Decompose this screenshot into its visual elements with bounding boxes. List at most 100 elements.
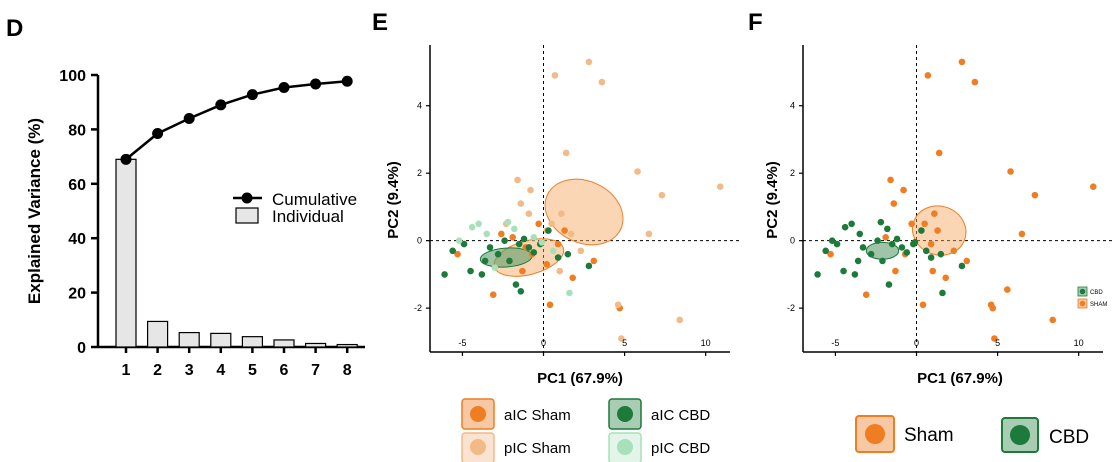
f-x-tick-label: 5 bbox=[995, 338, 1000, 348]
f-point-sham bbox=[927, 240, 935, 248]
d-y-tick-label: 60 bbox=[68, 177, 86, 194]
f-small-legend-label-sham: SHAM bbox=[1090, 302, 1107, 308]
d-bar bbox=[305, 342, 327, 348]
f-point-cbd bbox=[918, 227, 925, 234]
d-cumulative-point bbox=[215, 99, 227, 111]
e-point-cbd_dark bbox=[449, 247, 457, 255]
d-cumulative-line bbox=[125, 80, 348, 161]
f-point-sham bbox=[929, 267, 937, 275]
d-y-tick-label: 0 bbox=[77, 340, 86, 357]
e-point-cbd_light bbox=[475, 220, 482, 228]
f-point-cbd bbox=[859, 244, 867, 251]
pca-plot-e: -5 0 5 10 -2 0 2 4 PC2 (9.4%) PC1 (67.9%) bbox=[385, 45, 740, 387]
d-x-tick-label: 1 bbox=[122, 362, 131, 379]
e-legend-item-pic-cbd: pIC CBD bbox=[608, 432, 710, 462]
e-point-cbd_dark bbox=[564, 250, 572, 258]
d-cumulative-point bbox=[278, 82, 290, 94]
e-point-cbd_dark bbox=[506, 257, 513, 265]
f-point-cbd bbox=[893, 235, 901, 243]
d-cumulative-point bbox=[152, 127, 164, 139]
e-legend-dot-aic-cbd bbox=[617, 406, 633, 422]
e-point-cbd_dark bbox=[501, 237, 508, 244]
e-point-cbd_dark bbox=[486, 244, 494, 251]
e-point-sham_dark bbox=[546, 301, 554, 309]
d-legend: Cumulative Individual bbox=[233, 190, 357, 226]
d-bar bbox=[210, 332, 232, 348]
pca-plot-f: -5 0 5 10 -2 0 2 4 PC2 (9.4%) PC1 (67.9%) CBD S… bbox=[764, 45, 1113, 387]
f-point-sham bbox=[890, 200, 898, 207]
e-point-sham_dark bbox=[454, 250, 461, 258]
f-point-cbd bbox=[851, 271, 859, 278]
d-x-tick-label: 4 bbox=[216, 362, 225, 379]
f-legend: Sham CBD bbox=[855, 415, 1089, 453]
e-point-cbd_dark bbox=[460, 240, 468, 248]
e-point-cbd_light bbox=[455, 237, 463, 244]
e-point-cbd_dark bbox=[585, 262, 593, 270]
e-legend-dot-pic-sham bbox=[470, 439, 486, 455]
f-x-axis-label: PC1 (67.9%) bbox=[917, 370, 1003, 387]
e-point-cbd_dark bbox=[467, 267, 474, 275]
e-point-sham_dark bbox=[535, 220, 542, 228]
e-point-cbd_light bbox=[491, 264, 499, 271]
e-point-sham_light bbox=[716, 183, 724, 190]
f-point-sham bbox=[989, 304, 997, 312]
d-x-tick-label: 5 bbox=[248, 362, 257, 379]
f-point-cbd bbox=[848, 220, 855, 228]
e-point-sham_light bbox=[634, 168, 641, 175]
f-small-legend: CBD SHAM bbox=[1077, 286, 1107, 309]
f-point-cbd bbox=[937, 250, 945, 258]
d-x-tick-label: 7 bbox=[311, 362, 320, 379]
e-legend-dot-pic-cbd bbox=[617, 439, 633, 455]
f-legend-dot-sham bbox=[865, 424, 885, 444]
e-point-sham_light bbox=[527, 186, 534, 194]
d-legend-bar-swatch bbox=[235, 207, 259, 224]
e-point-sham_dark bbox=[590, 257, 598, 265]
e-point-sham_light bbox=[551, 72, 559, 79]
e-point-cbd_dark bbox=[554, 254, 562, 261]
f-point-sham bbox=[1031, 191, 1039, 199]
f-point-sham bbox=[950, 247, 958, 255]
d-bar bbox=[273, 339, 295, 348]
d-bar bbox=[336, 343, 358, 348]
e-point-cbd_light bbox=[530, 233, 538, 241]
f-point-cbd bbox=[841, 223, 849, 231]
d-x-tick-label: 8 bbox=[343, 362, 352, 379]
f-point-sham bbox=[942, 274, 950, 282]
e-y-axis-label: PC2 (9.4%) bbox=[385, 161, 402, 239]
e-point-cbd_light bbox=[566, 289, 573, 297]
e-legend-label-pic-cbd: pIC CBD bbox=[651, 440, 710, 457]
f-point-cbd bbox=[927, 254, 935, 261]
f-point-cbd bbox=[840, 267, 847, 275]
e-point-sham_light bbox=[614, 301, 622, 309]
e-point-cbd_dark bbox=[525, 244, 533, 251]
e-point-cbd_dark bbox=[515, 240, 523, 248]
f-point-sham bbox=[887, 176, 894, 184]
f-small-legend-label-cbd: CBD bbox=[1090, 290, 1103, 296]
d-bar bbox=[178, 331, 200, 348]
f-legend-dot-cbd bbox=[1010, 425, 1030, 445]
f-point-cbd bbox=[867, 250, 875, 258]
e-point-sham_light bbox=[618, 335, 625, 342]
e-point-cbd_light bbox=[549, 247, 557, 255]
f-point-sham bbox=[882, 233, 890, 241]
e-point-sham_dark bbox=[519, 267, 526, 275]
e-point-cbd_dark bbox=[517, 287, 525, 295]
e-legend-dot-aic-sham bbox=[470, 406, 486, 422]
e-legend-item-aic-cbd: aIC CBD bbox=[608, 398, 710, 430]
d-bar bbox=[115, 158, 137, 348]
d-y-tick-label: 100 bbox=[59, 68, 86, 85]
e-point-cbd_dark bbox=[520, 235, 528, 243]
d-x-tick-label: 3 bbox=[185, 362, 194, 379]
e-point-sham_dark bbox=[561, 227, 568, 234]
f-y-tick-label: -2 bbox=[787, 303, 795, 313]
f-point-cbd bbox=[822, 247, 830, 255]
e-x-tick-label: -5 bbox=[458, 338, 466, 348]
f-legend-item-sham: Sham bbox=[855, 415, 954, 453]
f-point-cbd bbox=[814, 271, 821, 278]
e-point-cbd_dark bbox=[478, 271, 486, 278]
f-point-sham bbox=[935, 149, 943, 157]
e-point-sham_light bbox=[514, 176, 521, 184]
e-point-cbd_light bbox=[504, 218, 512, 226]
f-small-legend-dot-cbd bbox=[1079, 288, 1086, 295]
